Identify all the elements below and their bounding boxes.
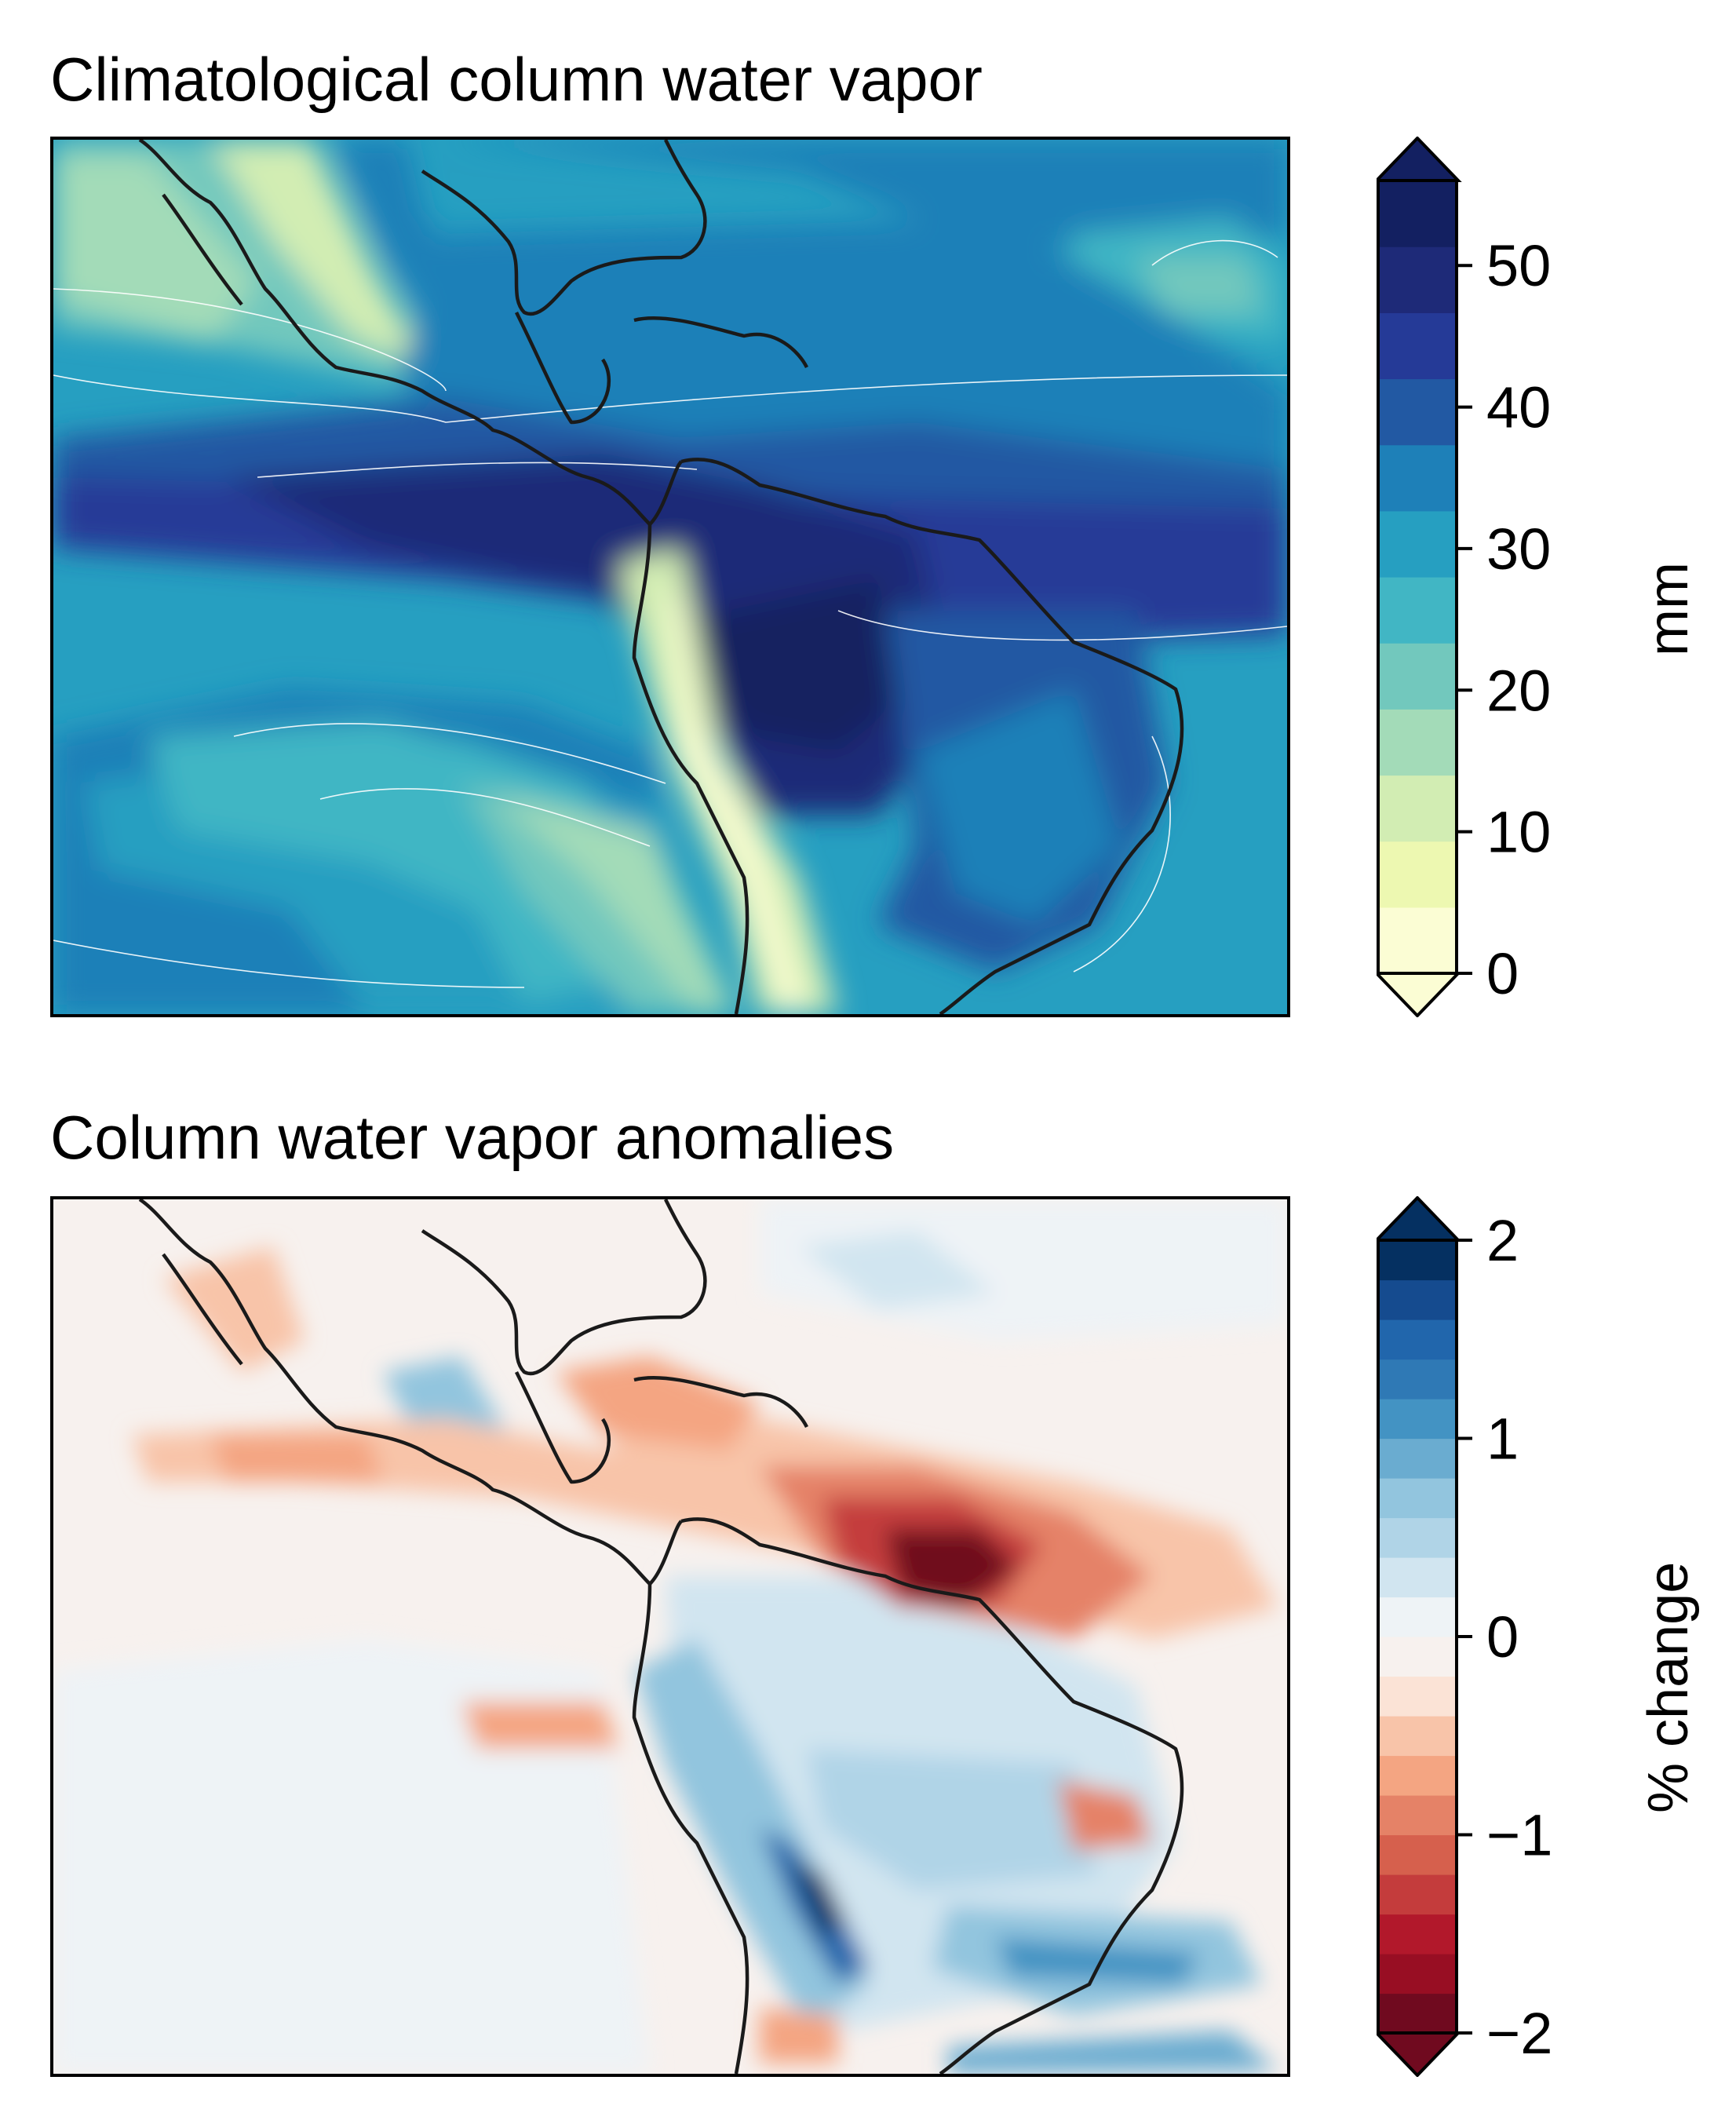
panel-title: Column water vapor anomalies [50, 1103, 895, 1172]
colorbar-swatch [1377, 1279, 1458, 1320]
coastlines [138, 1199, 1184, 2074]
colorbar-tick-label: −2 [1486, 2001, 1552, 2066]
colorbar-mm: 0 10 20 30 40 50 [1373, 136, 1551, 1018]
colorbar-label: % change [1637, 1561, 1700, 1813]
colorbar-frame [1377, 1239, 1458, 2035]
colorbar-swatch [1377, 1319, 1458, 1360]
colorbar-tick-label: −1 [1486, 1803, 1552, 1868]
colorbar-swatch [1377, 643, 1458, 710]
colorbar-swatch [1377, 1438, 1458, 1479]
colorbar-tick-label: 40 [1486, 375, 1551, 440]
colorbar-percent-graphic: 2 1 0 −1 −2 [1373, 1195, 1552, 2078]
colorbar-swatch [1377, 1874, 1458, 1915]
colorbar-tick-label: 2 [1486, 1208, 1519, 1273]
colorbar-swatch [1377, 1914, 1458, 1954]
colorbar-swatch [1377, 1399, 1458, 1440]
colorbar-swatch [1377, 1993, 1458, 2034]
colorbar-tick-label: 0 [1486, 941, 1519, 1006]
colorbar-swatch [1377, 577, 1458, 644]
colorbar-swatch [1377, 1557, 1458, 1598]
colorbar-swatch [1377, 378, 1458, 446]
colorbar-swatch [1377, 1954, 1458, 1994]
colorbar-extend-max [1373, 1195, 1462, 1242]
colorbar-percent-change: 2 1 0 −1 −2 [1373, 1195, 1552, 2078]
colorbar-extend-max [1373, 136, 1462, 182]
anomaly-map [50, 1196, 1290, 2077]
colorbar-swatch [1377, 1478, 1458, 1519]
colorbar-tick-label: 50 [1486, 233, 1551, 298]
colorbar-swatch [1377, 1795, 1458, 1836]
colorbar-swatch [1377, 1597, 1458, 1637]
colorbar-swatch [1377, 1637, 1458, 1677]
colorbar-tick-label: 30 [1486, 516, 1551, 582]
colorbar-swatch [1377, 775, 1458, 842]
colorbar-swatch [1377, 1676, 1458, 1717]
colorbar-frame [1377, 179, 1458, 975]
colorbar-tick-label: 20 [1486, 658, 1551, 723]
colorbar-swatch [1377, 907, 1458, 974]
colorbar-tick-label: 10 [1486, 800, 1551, 865]
colorbar-swatch [1377, 510, 1458, 578]
colorbar-tick-label: 0 [1486, 1604, 1519, 1670]
colorbar-extend-min [1373, 972, 1462, 1018]
climatology-field [53, 140, 1287, 1014]
colorbar-swatch [1377, 1517, 1458, 1558]
colorbar-mm-graphic: 0 10 20 30 40 50 [1373, 136, 1551, 1018]
colorbar-swatch [1377, 1755, 1458, 1796]
colorbar-swatch [1377, 1359, 1458, 1400]
colorbar-swatch [1377, 444, 1458, 512]
climatology-map [50, 137, 1290, 1017]
colorbar-label: mm [1637, 562, 1700, 656]
colorbar-extend-min [1373, 2031, 1462, 2078]
colorbar-swatch [1377, 181, 1458, 247]
colorbar-swatch [1377, 312, 1458, 380]
colorbar-swatch [1377, 1834, 1458, 1875]
colorbar-swatch [1377, 1716, 1458, 1757]
vapor-contours [53, 140, 1287, 1014]
coastlines [138, 140, 1184, 1014]
panel-title: Climatological column water vapor [50, 45, 983, 114]
colorbar-swatch [1377, 1240, 1458, 1281]
anomaly-field [53, 1199, 1287, 2074]
colorbar-tick-label: 1 [1486, 1407, 1519, 1472]
colorbar-swatch [1377, 246, 1458, 313]
colorbar-swatch [1377, 709, 1458, 776]
contour-lines [53, 239, 1287, 988]
colorbar-swatch [1377, 841, 1458, 908]
